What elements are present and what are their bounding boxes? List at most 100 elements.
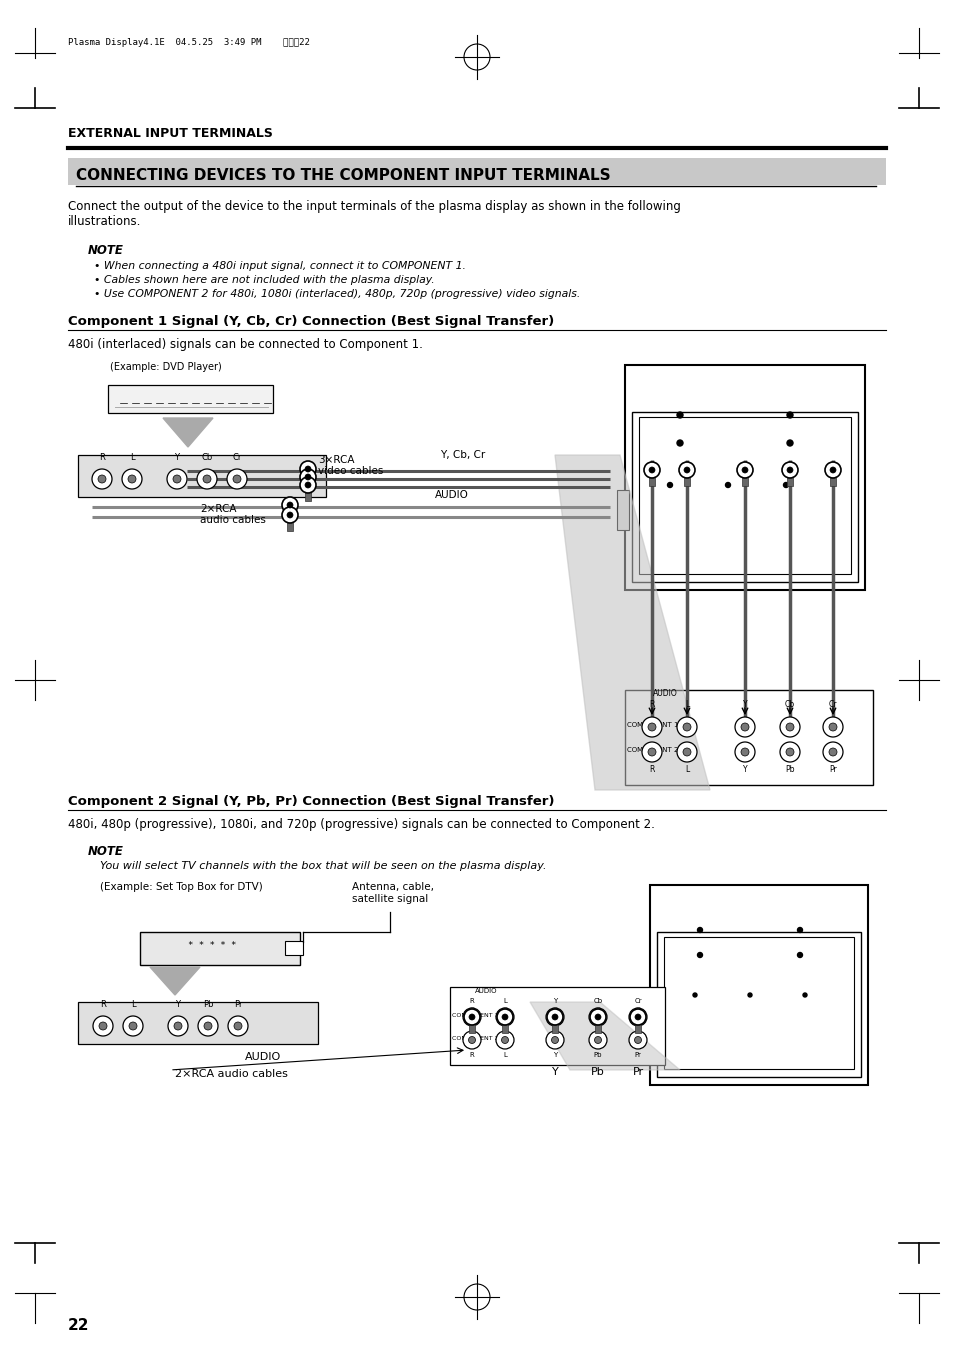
Text: audio cables: audio cables: [200, 515, 266, 526]
Circle shape: [287, 503, 293, 508]
Text: 2×RCA: 2×RCA: [200, 504, 236, 513]
Text: Plasma Display4.1E  04.5.25  3:49 PM    ページ22: Plasma Display4.1E 04.5.25 3:49 PM ページ22: [68, 38, 310, 47]
Text: Pr: Pr: [634, 1052, 640, 1058]
Bar: [829, 474, 835, 486]
Text: Pb: Pb: [591, 1067, 604, 1077]
Circle shape: [643, 462, 659, 478]
Circle shape: [697, 952, 701, 958]
Circle shape: [469, 1015, 475, 1020]
Bar: [305, 473, 311, 485]
Bar: [617, 490, 628, 530]
Circle shape: [635, 1015, 640, 1020]
Bar: [649, 885, 867, 1085]
Circle shape: [551, 1013, 558, 1020]
Text: Antenna, cable,: Antenna, cable,: [352, 882, 434, 892]
Text: L: L: [684, 700, 688, 709]
Bar: [285, 942, 303, 955]
Text: AUDIO: AUDIO: [245, 1052, 281, 1062]
Bar: [631, 412, 857, 582]
Text: Connect the output of the device to the input terminals of the plasma display as: Connect the output of the device to the …: [68, 200, 680, 213]
Text: Cr: Cr: [233, 453, 241, 462]
Circle shape: [496, 1008, 514, 1025]
Bar: [501, 1021, 507, 1034]
Text: AUDIO: AUDIO: [475, 988, 497, 994]
Circle shape: [233, 476, 241, 484]
Circle shape: [786, 467, 792, 473]
Text: Pr: Pr: [828, 765, 836, 774]
Text: (Example: Set Top Box for DTV): (Example: Set Top Box for DTV): [100, 882, 262, 892]
Circle shape: [463, 1009, 479, 1025]
Text: Pb: Pb: [784, 765, 794, 774]
Text: R: R: [649, 765, 654, 774]
Circle shape: [734, 717, 754, 738]
Circle shape: [501, 1013, 508, 1020]
Circle shape: [802, 993, 806, 997]
Circle shape: [228, 1016, 248, 1036]
Circle shape: [305, 466, 311, 471]
Circle shape: [797, 928, 801, 932]
Circle shape: [634, 1013, 640, 1020]
Text: 22: 22: [68, 1319, 90, 1333]
Circle shape: [129, 1021, 137, 1029]
Circle shape: [551, 1036, 558, 1043]
Circle shape: [167, 469, 187, 489]
Text: Component 1 Signal (Y, Cb, Cr) Connection (Best Signal Transfer): Component 1 Signal (Y, Cb, Cr) Connectio…: [68, 315, 554, 328]
Text: L: L: [502, 1052, 506, 1058]
Circle shape: [641, 717, 661, 738]
Circle shape: [781, 462, 797, 478]
Circle shape: [594, 1036, 601, 1043]
Text: illustrations.: illustrations.: [68, 215, 141, 228]
Bar: [595, 1021, 600, 1034]
Text: 2×RCA audio cables: 2×RCA audio cables: [174, 1069, 288, 1079]
Text: Cb: Cb: [593, 998, 602, 1004]
Circle shape: [168, 1016, 188, 1036]
Circle shape: [227, 469, 247, 489]
Circle shape: [552, 1015, 558, 1020]
Text: L: L: [130, 453, 134, 462]
Bar: [639, 417, 850, 574]
Text: (Example: DVD Player): (Example: DVD Player): [110, 362, 221, 372]
Circle shape: [198, 1016, 218, 1036]
Text: COMPONENT 1: COMPONENT 1: [626, 721, 678, 728]
Text: AUDIO: AUDIO: [435, 490, 468, 500]
Text: NOTE: NOTE: [88, 245, 124, 257]
Circle shape: [91, 469, 112, 489]
Circle shape: [747, 993, 751, 997]
Bar: [78, 455, 326, 497]
Text: 3×RCA: 3×RCA: [317, 455, 355, 465]
Circle shape: [677, 742, 697, 762]
Circle shape: [282, 497, 297, 513]
Circle shape: [299, 461, 315, 477]
Text: You will select TV channels with the box that will be seen on the plasma display: You will select TV channels with the box…: [100, 861, 546, 871]
Text: Pr: Pr: [632, 1067, 643, 1077]
Text: • Cables shown here are not included with the plasma display.: • Cables shown here are not included wit…: [94, 276, 435, 285]
Bar: [68, 158, 885, 185]
Circle shape: [697, 928, 701, 932]
Circle shape: [545, 1008, 563, 1025]
Text: Cb: Cb: [201, 453, 213, 462]
Circle shape: [780, 742, 800, 762]
Circle shape: [468, 1013, 475, 1020]
Circle shape: [629, 1009, 645, 1025]
Circle shape: [797, 952, 801, 958]
Circle shape: [545, 1031, 563, 1048]
Text: R: R: [469, 998, 474, 1004]
Circle shape: [203, 476, 211, 484]
Bar: [78, 1002, 317, 1044]
Circle shape: [824, 462, 841, 478]
Circle shape: [595, 1015, 600, 1020]
Circle shape: [501, 1015, 507, 1020]
Polygon shape: [163, 417, 213, 447]
Text: Component 2 Signal (Y, Pb, Pr) Connection (Best Signal Transfer): Component 2 Signal (Y, Pb, Pr) Connectio…: [68, 794, 554, 808]
Circle shape: [786, 412, 792, 417]
Circle shape: [497, 1009, 513, 1025]
Text: R: R: [100, 1000, 106, 1009]
Circle shape: [496, 1031, 514, 1048]
Circle shape: [172, 476, 181, 484]
Circle shape: [667, 482, 672, 488]
Circle shape: [122, 469, 142, 489]
Bar: [641, 992, 654, 1029]
Text: 480i (interlaced) signals can be connected to Component 1.: 480i (interlaced) signals can be connect…: [68, 338, 422, 351]
Text: R: R: [469, 1052, 474, 1058]
Circle shape: [98, 476, 106, 484]
